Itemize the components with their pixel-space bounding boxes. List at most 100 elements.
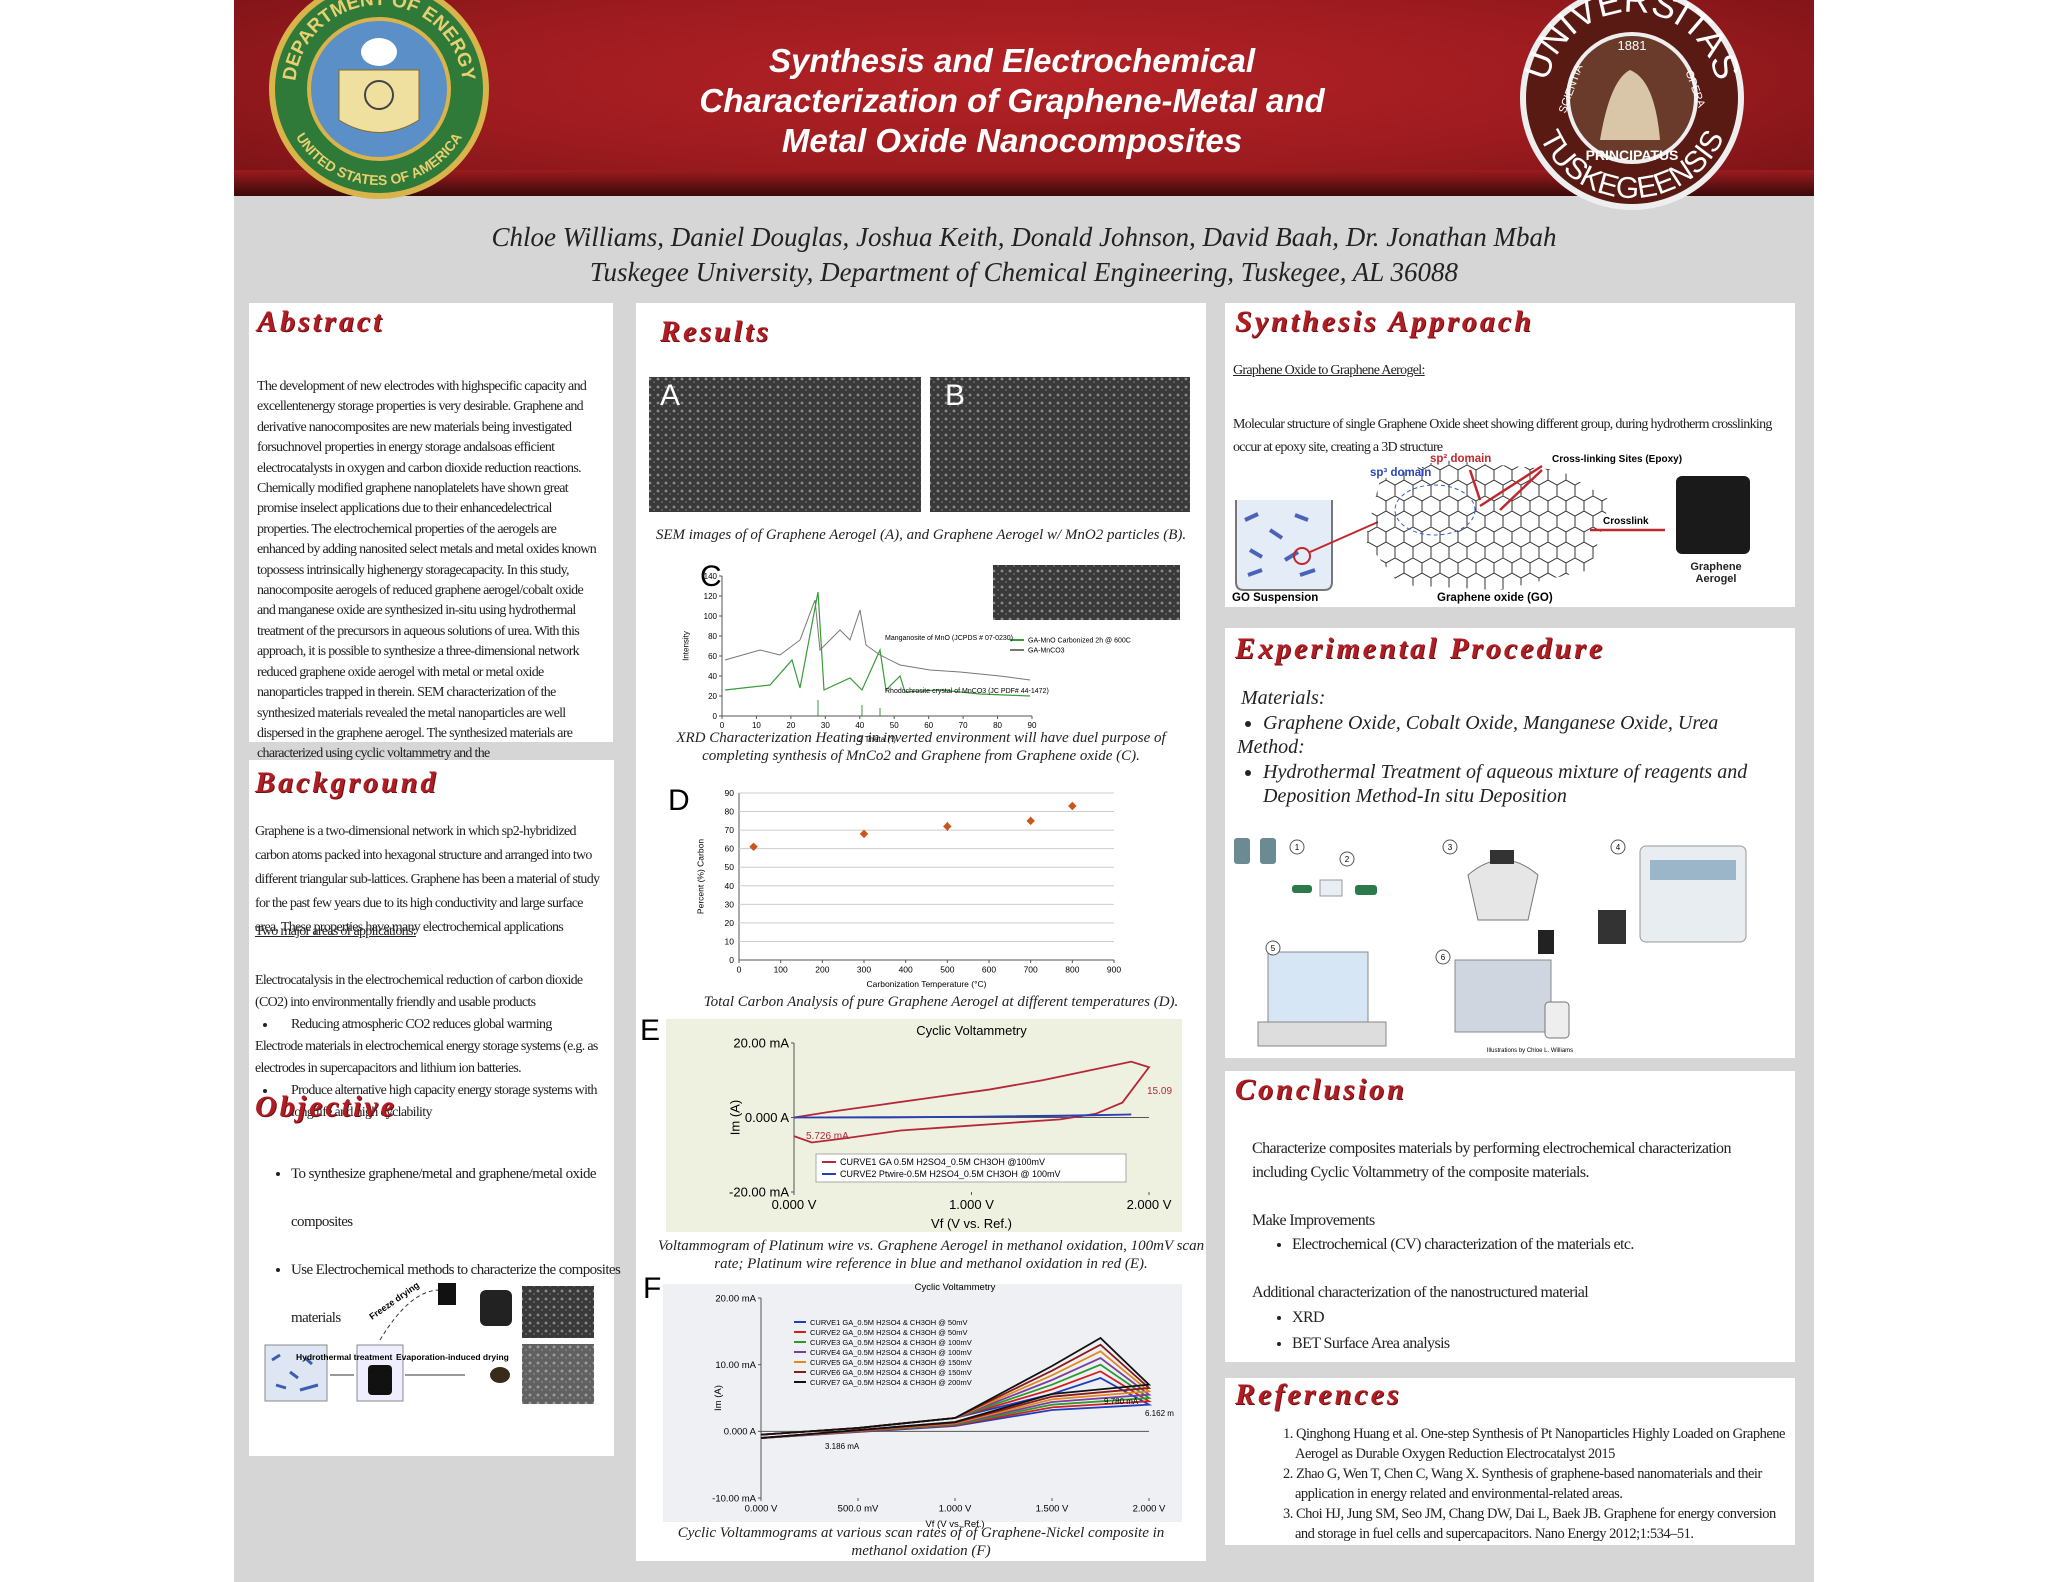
annotation: 15.09 (1147, 1086, 1172, 1097)
synthesis-diagram (1235, 460, 1750, 591)
y-tick-label: 40 (725, 881, 735, 891)
y-tick-label: 60 (708, 652, 717, 661)
method: Hydrothermal Treatment of aqueous mixtur… (1263, 760, 1781, 809)
x-tick-label: 500 (940, 965, 954, 975)
x-tick-label: 0 (737, 965, 742, 975)
legend-label: CURVE2 GA_0.5M H2SO4 & CH3OH @ 50mV (810, 1328, 968, 1337)
conclusion-panel: Conclusion Characterize composites mater… (1225, 1071, 1795, 1362)
y-tick-label: 30 (725, 899, 735, 909)
x-axis-label: Vf (V vs. Ref.) (925, 1519, 984, 1530)
y-tick-label: 40 (708, 672, 717, 681)
y-axis-label: Im (A) (713, 1385, 724, 1411)
figure-caption: Total Carbon Analysis of pure Graphene A… (703, 994, 1179, 1010)
legend-label: CURVE4 GA_0.5M H2SO4 & CH3OH @ 100mV (810, 1348, 972, 1357)
additional-heading: Additional characterization of the nanos… (1252, 1284, 1589, 1301)
x-tick-label: 70 (959, 721, 968, 730)
additional-item: XRD (1292, 1305, 1772, 1331)
x-tick-label: 500.0 mV (838, 1504, 879, 1515)
materials-heading: Materials: (1241, 687, 1326, 709)
figure-letters: C D E F (640, 560, 722, 1305)
y-tick-label: 60 (725, 844, 735, 854)
x-tick-label: 0 (720, 721, 725, 730)
legend-label: CURVE3 GA_0.5M H2SO4 & CH3OH @ 100mV (810, 1338, 972, 1347)
application-bullet: Produce alternative high capacity energy… (277, 1080, 611, 1124)
x-tick-label: 0.000 V (772, 1197, 817, 1212)
abstract-text: The development of new electrodes with h… (257, 379, 597, 823)
x-axis-label: Vf (V vs. Ref.) (931, 1216, 1012, 1231)
legend-label: GA-MnO Carbonized 2h @ 600C (1028, 637, 1131, 644)
series-line (793, 1113, 1132, 1119)
section-heading: Objective (255, 1090, 397, 1123)
x-tick-label: 1.000 V (949, 1197, 994, 1212)
references-panel: References 1. Qinghong Huang et al. One-… (1225, 1378, 1795, 1545)
seal-text: 1881 (1618, 38, 1647, 53)
legend-label: CURVE6 GA_0.5M H2SO4 & CH3OH @ 150mV (810, 1368, 972, 1377)
legend-box (815, 1153, 1127, 1183)
legend-label: CURVE5 GA_0.5M H2SO4 & CH3OH @ 150mV (810, 1358, 972, 1367)
diagram-label: sp² domain (1430, 453, 1491, 465)
diagram-label: Graphene Aerogel (1690, 561, 1742, 585)
materials: Graphene Oxide, Cobalt Oxide, Manganese … (1263, 711, 1781, 736)
applications-heading: Two major areas of applications: (255, 924, 417, 939)
y-tick-label: 20.00 mA (715, 1293, 756, 1304)
improvement: Electrochemical (CV) characterization of… (1292, 1233, 1772, 1257)
step-number: 5 (1271, 944, 1276, 953)
y-tick-label: 140 (704, 572, 718, 581)
section-heading: Synthesis Approach (1235, 305, 1534, 338)
figure-label: Evaporation-induced drying (396, 1352, 509, 1362)
x-tick-label: 1.500 V (1036, 1504, 1069, 1515)
x-tick-label: 60 (924, 721, 933, 730)
title-line: Synthesis and Electrochemical (769, 42, 1256, 79)
chart-E: -20.00 mA 0.000 A 20.00 mA 0.000 V 1.000 V 2.… (727, 1023, 1171, 1231)
legend-label: CURVE1 GA 0.5M H2SO4_0.5M CH3OH @100mV (840, 1157, 1045, 1167)
background-text: Graphene is a two-dimensional network in… (255, 824, 600, 935)
data-point (859, 829, 869, 839)
y-tick-label: 80 (725, 807, 735, 817)
reference: 1. Qinghong Huang et al. One-step Synthe… (1283, 1426, 1785, 1462)
series-line (793, 1060, 1151, 1144)
method-heading: Method: (1237, 736, 1305, 758)
x-tick-label: 600 (982, 965, 996, 975)
section-heading: Abstract (257, 305, 385, 338)
experimental-illustration: 1 2 3 4 5 6 Illustrations by Chloe L. Wi… (1234, 838, 1747, 1054)
x-tick-label: 400 (899, 965, 913, 975)
objective-list: To synthesize graphene/metal and graphen… (269, 1150, 621, 1342)
title: Synthesis and Electrochemical Characteri… (699, 42, 1325, 159)
y-tick-label: 0 (729, 955, 734, 965)
affiliation: Tuskegee University, Department of Chemi… (589, 257, 1459, 287)
objective-bullet: Use Electrochemical methods to character… (291, 1246, 621, 1342)
x-tick-label: 80 (993, 721, 1002, 730)
x-tick-label: 20 (786, 721, 795, 730)
annotation: 3.186 mA (825, 1442, 860, 1451)
y-tick-label: 100 (704, 612, 718, 621)
x-tick-label: 100 (774, 965, 788, 975)
x-axis-label: 2 Theta (°) (858, 735, 896, 744)
x-tick-label: 1.000 V (939, 1504, 972, 1515)
step-number: 4 (1616, 843, 1621, 852)
y-axis-label: Percent (%) Carbon (695, 839, 705, 914)
chart-F: -10.00 mA 0.000 A 10.00 mA 20.00 mA 0.000 V 5… (712, 1282, 1166, 1530)
x-tick-label: 0.000 V (745, 1504, 778, 1515)
reference: 3. Choi HJ, Jung SM, Seo JM, Chang DW, D… (1283, 1506, 1776, 1542)
chart-title: Cyclic Voltammetry (916, 1023, 1027, 1038)
x-tick-label: 30 (821, 721, 830, 730)
x-tick-label: 90 (1028, 721, 1037, 730)
x-tick-label: 2.000 V (1133, 1504, 1166, 1515)
series-line (760, 1336, 1152, 1439)
y-tick-label: 80 (708, 632, 717, 641)
y-tick-label: 120 (704, 592, 718, 601)
figure-label: F (643, 1272, 661, 1305)
tuskegee-seal: UNIVERSITAS TUSKEGEENSIS SCIENTIA OPERA … (1515, 0, 1749, 210)
x-tick-label: 700 (1024, 965, 1038, 975)
figure-label: C (700, 560, 722, 593)
data-point (1026, 816, 1035, 826)
chart-C: 0 20 40 60 80 100 120 140 0 10 20 30 40 50 60 70 80 90 2 T… (681, 572, 1037, 744)
y-tick-label: 20 (725, 918, 735, 928)
figure-label: B (945, 379, 965, 412)
legend-label: CURVE1 GA_0.5M H2SO4 & CH3OH @ 50mV (810, 1318, 968, 1327)
references-list: 1. Qinghong Huang et al. One-step Synthe… (1283, 1424, 1795, 1544)
improvements-heading: Make Improvements (1252, 1212, 1375, 1229)
reference-peaks (817, 700, 881, 716)
step-number: 6 (1441, 953, 1446, 962)
